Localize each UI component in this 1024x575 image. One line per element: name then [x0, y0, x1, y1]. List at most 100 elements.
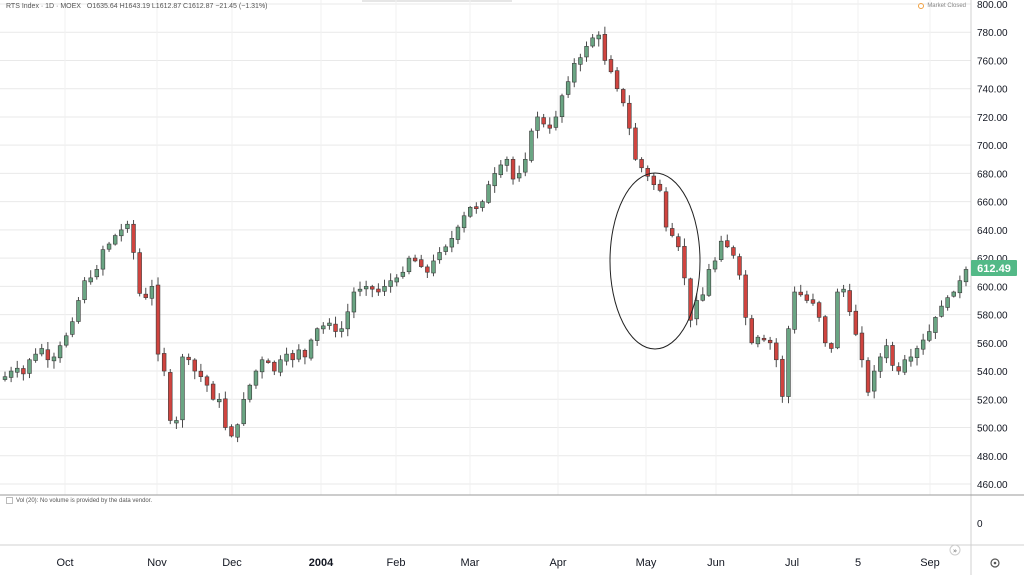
volume-note: Vol (20): No volume is provided by the d…: [16, 497, 153, 504]
candle: [957, 275, 963, 299]
market-status[interactable]: Market Closed: [918, 3, 966, 9]
candle: [565, 76, 571, 98]
candle: [578, 53, 583, 72]
candle: [945, 295, 950, 311]
candle: [388, 273, 393, 293]
candle: [859, 326, 865, 368]
candle: [180, 353, 185, 428]
candle: [406, 255, 412, 275]
candle: [131, 220, 136, 260]
candle: [45, 341, 51, 368]
candle: [210, 381, 216, 401]
candle: [492, 167, 497, 193]
candle: [449, 230, 455, 253]
candle: [400, 266, 406, 279]
candle: [480, 199, 485, 212]
candle: [657, 179, 663, 193]
y-tick-label: 800.00: [977, 0, 1008, 11]
candle: [792, 286, 797, 334]
candle: [259, 356, 265, 379]
scroll-right-button[interactable]: »: [949, 544, 961, 556]
candle: [761, 334, 767, 342]
candle: [321, 322, 326, 334]
x-tick-label: May: [636, 557, 657, 569]
y-tick-label: 460.00: [977, 480, 1008, 491]
candle: [516, 165, 522, 182]
candle: [547, 117, 552, 134]
market-status-label: Market Closed: [927, 3, 966, 9]
y-tick-label: 480.00: [977, 452, 1008, 463]
candle: [443, 244, 448, 256]
settings-gear-icon[interactable]: [990, 558, 1000, 568]
candle: [841, 284, 846, 298]
price-axis[interactable]: 460.00 480.00 500.00 520.00 540.00 560.00 580.…: [977, 0, 1008, 491]
candle: [125, 220, 130, 233]
symbol-info: RTS Index · 1D · MOEX: [6, 3, 81, 10]
candle: [467, 205, 473, 218]
candle: [927, 324, 932, 343]
top-drag-handle[interactable]: [362, 0, 512, 2]
candle: [241, 392, 246, 426]
collapse-toggle-icon[interactable]: [6, 497, 13, 504]
candle: [51, 352, 57, 369]
candle: [584, 41, 589, 62]
candle: [627, 95, 632, 136]
candle: [376, 283, 381, 296]
candle: [412, 254, 418, 263]
candle: [198, 363, 204, 382]
candle: [94, 264, 100, 280]
candle: [70, 317, 75, 338]
candle: [333, 316, 338, 338]
x-tick-label: 5: [855, 557, 861, 569]
price-tag-label: 612.49: [977, 263, 1011, 275]
candle: [688, 277, 693, 328]
candle: [382, 279, 387, 296]
y-tick-label: 580.00: [977, 311, 1008, 322]
candle: [474, 202, 479, 214]
candle: [2, 371, 8, 382]
candle: [731, 245, 736, 259]
candle: [278, 355, 283, 377]
candle: [669, 222, 675, 238]
candle: [461, 211, 467, 233]
candle: [559, 93, 565, 123]
candle: [706, 263, 712, 297]
candle: [284, 347, 289, 366]
x-tick-label: Apr: [549, 557, 566, 569]
symbol-legend[interactable]: RTS Index · 1D · MOEX O1635.64 H1643.19 …: [6, 3, 268, 10]
candle: [192, 358, 197, 380]
y-tick-label: 600.00: [977, 282, 1008, 293]
candle: [963, 266, 969, 287]
candle: [314, 327, 320, 346]
y-tick-label: 680.00: [977, 169, 1008, 180]
candle: [590, 34, 595, 48]
candle: [676, 233, 681, 252]
candle: [786, 325, 791, 404]
y-tick-label: 700.00: [977, 141, 1008, 152]
candle: [737, 253, 742, 280]
candle: [890, 341, 895, 371]
candle: [700, 287, 705, 302]
candle: [933, 316, 938, 339]
candle: [847, 283, 852, 316]
candle: [878, 353, 883, 379]
candle: [774, 338, 779, 368]
x-tick-label: Sep: [920, 557, 940, 569]
candle: [394, 274, 399, 287]
time-axis[interactable]: Oct Nov Dec 2004 Feb Mar Apr May Jun Jul 5 Sep: [56, 557, 939, 569]
candle: [339, 321, 344, 338]
annotation-ellipse[interactable]: [609, 172, 701, 350]
y-tick-label: 660.00: [977, 198, 1008, 209]
candle: [902, 354, 907, 376]
candle: [437, 247, 442, 264]
candle: [694, 293, 699, 326]
candle: [363, 280, 369, 296]
candle: [651, 173, 657, 190]
candle: [639, 157, 644, 173]
candle: [64, 332, 69, 348]
candle: [510, 156, 516, 185]
volume-legend[interactable]: Vol (20): No volume is provided by the d…: [6, 497, 152, 504]
candle: [663, 187, 669, 232]
candle: [137, 248, 142, 297]
